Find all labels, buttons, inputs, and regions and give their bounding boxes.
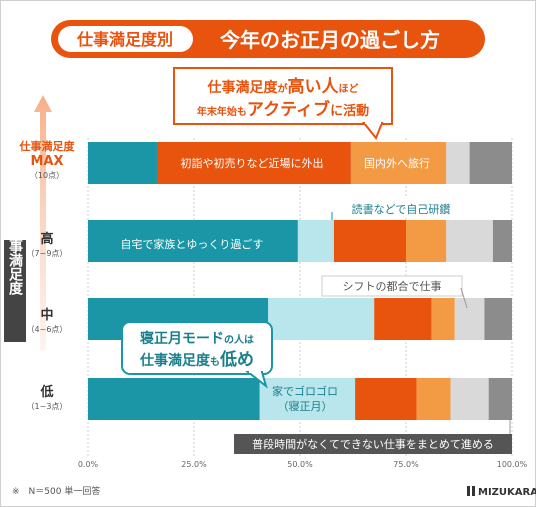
y-axis-label: 仕事満足度 bbox=[7, 224, 24, 296]
category-max-title2: MAX bbox=[30, 154, 63, 169]
bar-segment bbox=[350, 142, 447, 184]
header-badge: 仕事満足度別 bbox=[76, 30, 173, 49]
x-tick-label: 75.0% bbox=[393, 460, 419, 469]
bar-segment bbox=[416, 378, 451, 420]
category-low-title: 低 bbox=[39, 384, 53, 400]
category-high-sub: （7~9点） bbox=[27, 249, 68, 258]
x-tick-label: 25.0% bbox=[181, 460, 207, 469]
bar-segment bbox=[492, 220, 512, 262]
tag-reading-text: 読書などで自己研鑽 bbox=[352, 202, 451, 216]
tag-work-text: 普段時間がなくてできない仕事をまとめて進める bbox=[252, 437, 494, 451]
callout-mid-line2: 仕事満足度も低め bbox=[139, 349, 254, 370]
callout-mid: 寝正月モードの人は 仕事満足度も低め bbox=[121, 321, 273, 389]
callout-mid-box bbox=[121, 321, 273, 375]
bar-segment bbox=[259, 378, 356, 420]
category-low-sub: （1~3点） bbox=[27, 402, 68, 411]
category-high-title: 高 bbox=[40, 231, 53, 247]
category-max-title: 仕事満足度 bbox=[19, 139, 76, 153]
bars bbox=[88, 142, 512, 420]
x-tick-label: 50.0% bbox=[287, 460, 313, 469]
bar-segment bbox=[469, 142, 512, 184]
logo-text: MIZUKARA bbox=[478, 487, 536, 498]
bar-segment bbox=[355, 378, 417, 420]
label-sleep-2: （寝正月） bbox=[278, 399, 333, 413]
bar-segment bbox=[488, 378, 512, 420]
bar-segment bbox=[446, 142, 470, 184]
header-banner: 仕事満足度別 今年のお正月の過ごし方 bbox=[51, 20, 485, 58]
logo: MIZUKARA bbox=[467, 486, 536, 498]
bar-segment bbox=[454, 298, 485, 340]
bar-segment bbox=[484, 298, 512, 340]
header-badge-bg bbox=[58, 26, 193, 52]
bar-segment bbox=[88, 142, 158, 184]
bar-segment bbox=[374, 298, 432, 340]
bar-segment bbox=[450, 378, 489, 420]
x-tick-labels: 0.0% 25.0% 50.0% 75.0% 100.0% bbox=[78, 460, 528, 469]
bar-segment bbox=[406, 220, 447, 262]
tag-shift: シフトの都合で仕事 bbox=[321, 275, 468, 309]
x-tick-label: 100.0% bbox=[497, 460, 528, 469]
y-axis-label-bg bbox=[4, 240, 26, 342]
callout-top: 仕事満足度が高い人ほど 年末年始もアクティブに活動 bbox=[173, 67, 393, 140]
tag-shift-text: シフトの都合で仕事 bbox=[343, 279, 442, 293]
footnote: ※ N＝500 単一回答 bbox=[12, 485, 100, 497]
y-axis-arrow bbox=[34, 95, 52, 350]
callout-top-line1: 仕事満足度が高い人ほど bbox=[207, 76, 359, 97]
bar-segment bbox=[446, 220, 493, 262]
x-tick-label: 0.0% bbox=[78, 460, 99, 469]
label-travel: 国内外へ旅行 bbox=[364, 156, 430, 170]
bar-segment bbox=[88, 378, 260, 420]
tag-work: 普段時間がなくてできない仕事をまとめて進める bbox=[234, 420, 512, 454]
y-category-labels: 仕事満足度 MAX （10点） 高 （7~9点） 中 （4~6点） 低 （1~3… bbox=[19, 139, 76, 411]
category-max-sub: （10点） bbox=[30, 171, 64, 180]
bar-segment bbox=[88, 220, 298, 262]
callout-top-line2: 年末年始もアクティブに活動 bbox=[197, 99, 369, 120]
bar-segment bbox=[333, 220, 406, 262]
header-title: 今年のお正月の過ごし方 bbox=[220, 28, 440, 52]
label-sleep-1: 家でゴロゴロ bbox=[272, 384, 338, 398]
segment-labels: 初詣や初売りなど近場に外出 国内外へ旅行 自宅で家族とゆっくり過ごす 家でゴロゴ… bbox=[120, 156, 430, 413]
bar-segment bbox=[297, 220, 334, 262]
y-axis-annotation: 仕事満足度 bbox=[4, 95, 52, 350]
category-mid-sub: （4~6点） bbox=[27, 325, 68, 334]
tag-reading: 読書などで自己研鑽 bbox=[331, 198, 468, 220]
bar-segment bbox=[157, 142, 351, 184]
label-outing: 初詣や初売りなど近場に外出 bbox=[181, 156, 324, 170]
category-mid-title: 中 bbox=[40, 307, 53, 323]
bar-segment bbox=[268, 298, 375, 340]
bar-segment bbox=[431, 298, 455, 340]
label-home: 自宅で家族とゆっくり過ごす bbox=[120, 237, 263, 251]
callout-mid-line1: 寝正月モードの人は bbox=[140, 330, 254, 347]
callout-top-box bbox=[173, 67, 393, 125]
